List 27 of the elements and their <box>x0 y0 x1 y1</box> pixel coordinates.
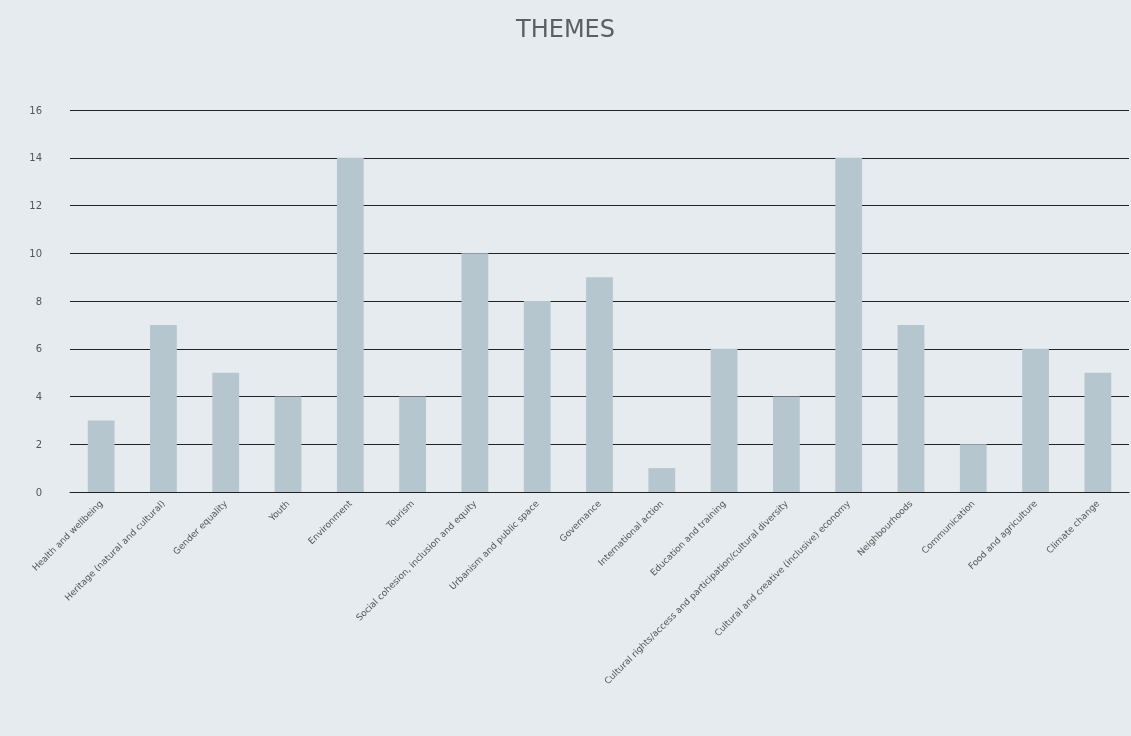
bar <box>274 396 302 492</box>
bar <box>710 348 738 492</box>
bar <box>461 253 489 492</box>
bar <box>1084 372 1112 492</box>
y-tick-label: 12 <box>29 200 42 211</box>
y-tick-label: 6 <box>35 343 42 355</box>
bar <box>212 372 240 492</box>
y-tick-label: 8 <box>35 295 42 307</box>
y-tick-label: 10 <box>29 247 42 259</box>
y-tick-label: 14 <box>29 152 42 164</box>
bar <box>87 420 115 492</box>
bar <box>648 468 676 492</box>
bar <box>586 277 613 492</box>
bar <box>897 324 925 492</box>
y-tick-label: 16 <box>29 104 42 116</box>
bar <box>959 444 987 492</box>
bar <box>523 301 551 492</box>
bar <box>1022 348 1049 492</box>
y-tick-label: 0 <box>35 486 42 498</box>
chart-title: THEMES <box>515 15 615 43</box>
y-tick-label: 2 <box>35 438 42 450</box>
bar <box>336 157 364 492</box>
bar <box>772 396 800 492</box>
y-tick-label: 4 <box>35 391 42 402</box>
bar <box>399 396 427 492</box>
bar <box>150 324 177 492</box>
bar <box>835 157 863 492</box>
